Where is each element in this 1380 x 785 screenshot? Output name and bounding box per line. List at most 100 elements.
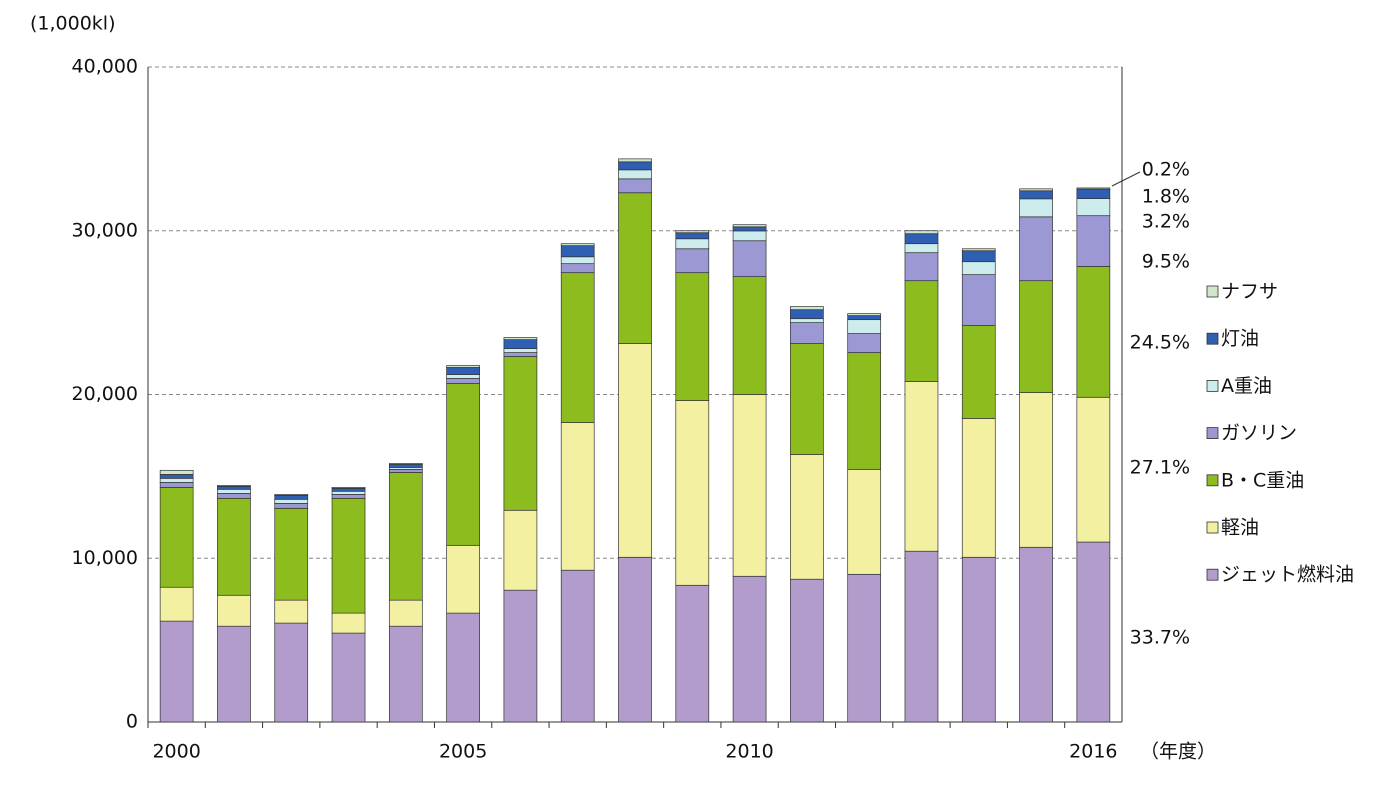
bar-segment	[217, 625, 251, 723]
bar-segment	[503, 337, 538, 340]
bar-segment	[446, 544, 480, 614]
x-tick-label: 2016	[1069, 741, 1117, 763]
bar-segment	[790, 322, 824, 344]
bar-segment	[446, 612, 480, 723]
bar-segment	[790, 343, 824, 455]
bar-segment	[217, 488, 251, 494]
bar-segment	[1076, 198, 1111, 217]
bar-segment	[446, 367, 480, 375]
bar-segment	[904, 550, 939, 723]
bar-segment	[675, 584, 710, 723]
bar-segment	[618, 169, 652, 180]
bar-segment	[961, 261, 996, 275]
bar-segment	[159, 477, 194, 483]
bar-segment	[847, 468, 882, 575]
bar-segment	[503, 339, 538, 349]
share-label: 27.1%	[1130, 457, 1190, 479]
bar-segment	[159, 482, 194, 488]
bar-segment	[904, 230, 939, 235]
bar-segment	[1019, 198, 1053, 218]
bar-segment	[274, 622, 309, 723]
bar-segment	[618, 161, 652, 171]
bar-segment	[560, 263, 595, 274]
bar-segment	[790, 306, 824, 311]
bar-segment	[274, 503, 309, 509]
bar-segment	[675, 272, 710, 401]
bar-segment	[790, 454, 824, 580]
legend-label: B・C重油	[1221, 469, 1304, 491]
bar-segment	[560, 569, 595, 723]
x-axis-label: （年度）	[1140, 741, 1216, 763]
bar-segment	[503, 509, 538, 591]
bar-segment	[503, 348, 538, 353]
x-tick-label: 2010	[725, 741, 773, 763]
bar-segment	[790, 309, 824, 320]
bar-segment	[1076, 541, 1111, 723]
legend-swatch	[1206, 427, 1219, 440]
bar-segment	[217, 497, 251, 596]
y-tick-label: 40,000	[72, 56, 138, 78]
bar-segment	[904, 233, 939, 245]
bar-segment	[388, 468, 423, 473]
bar-segment	[732, 276, 767, 395]
bar-segment	[560, 422, 595, 571]
bar-segment	[446, 378, 480, 384]
bar-segment	[675, 248, 710, 274]
bar-segment	[503, 589, 538, 723]
bar-segment	[560, 243, 595, 247]
bar-segment	[560, 256, 595, 265]
bar-segment	[618, 192, 652, 344]
bar-segment	[560, 272, 595, 423]
bar-segment	[1076, 187, 1111, 190]
legend-swatch	[1206, 379, 1219, 392]
bar-segment	[274, 494, 309, 496]
legend-swatch	[1206, 568, 1219, 581]
bar-segment	[618, 178, 652, 194]
bar-segment	[961, 556, 996, 723]
bar-segment	[732, 230, 767, 242]
bar-segment	[331, 612, 366, 634]
legend-swatch	[1206, 332, 1219, 345]
bar-segment	[618, 158, 652, 163]
bar-segment	[847, 573, 882, 723]
bar-segment	[331, 494, 366, 499]
y-tick-label: 30,000	[72, 219, 138, 241]
bar-segment	[274, 495, 309, 500]
bar-segment	[331, 632, 366, 723]
share-label: 33.7%	[1130, 627, 1190, 649]
bar-segment	[847, 333, 882, 353]
bar-segment	[1019, 188, 1053, 192]
y-axis-label: (1,000kl)	[30, 13, 116, 35]
bar-segment	[618, 556, 652, 723]
share-label: 24.5%	[1130, 332, 1190, 354]
bar-segment	[961, 325, 996, 419]
bar-segment	[675, 230, 710, 234]
bar-segment	[446, 383, 480, 546]
y-tick-label: 20,000	[72, 383, 138, 405]
share-label: 9.5%	[1142, 251, 1190, 273]
bar-segment	[1076, 215, 1111, 267]
bar-segment	[159, 486, 194, 588]
bar-segment	[732, 226, 767, 232]
bar-segment	[675, 238, 710, 250]
bar-segment	[732, 394, 767, 577]
x-tick-label: 2000	[152, 741, 200, 763]
bar-segment	[159, 586, 194, 622]
bar-segment	[618, 343, 652, 558]
bar-segment	[217, 493, 251, 499]
y-tick-label: 0	[126, 711, 138, 733]
share-label: 3.2%	[1142, 211, 1190, 233]
y-tick-label: 10,000	[72, 547, 138, 569]
bar-segment	[503, 356, 538, 511]
bar-segment	[1076, 266, 1111, 398]
bar-segment	[159, 474, 194, 479]
bar-segment	[1076, 188, 1111, 200]
bar-segment	[904, 280, 939, 382]
bar-segment	[904, 381, 939, 552]
bar-segment	[961, 418, 996, 558]
bar-segment	[847, 315, 882, 321]
bar-segment	[904, 243, 939, 254]
bar-segment	[961, 274, 996, 326]
legend-label: 灯油	[1221, 328, 1259, 350]
